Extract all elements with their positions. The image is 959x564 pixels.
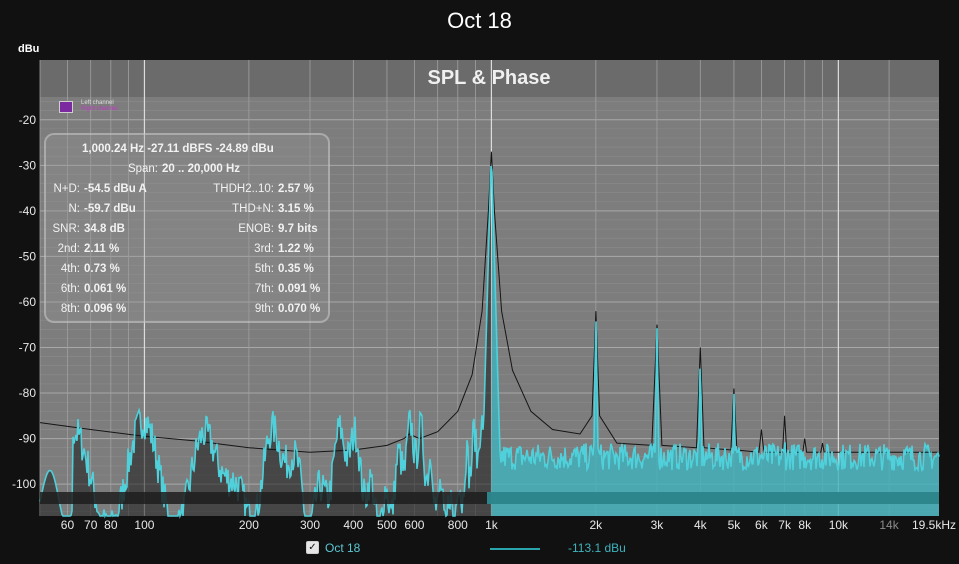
x-tick-label: 600 <box>404 518 424 532</box>
stat-label: THD+N: <box>232 203 274 215</box>
stat-value: 0.070 % <box>278 303 321 315</box>
noise-curve <box>39 151 939 453</box>
y-tick-label: -30 <box>19 158 37 172</box>
x-tick-label: 4k <box>694 518 708 532</box>
bottom-band-fill <box>487 492 939 504</box>
stat-value: 1.22 % <box>278 243 314 255</box>
y-tick-label: -80 <box>19 386 37 400</box>
stat-value: 0.091 % <box>278 283 321 295</box>
legend-checkbox[interactable]: ✓ <box>306 541 319 554</box>
stats-span-row: Span: 20 .. 20,000 Hz <box>46 163 328 179</box>
x-tick-label: 300 <box>300 518 320 532</box>
stats-row: 6th: 0.061 % 7th: 0.091 % <box>46 283 328 299</box>
channel-icon <box>59 101 73 113</box>
legend-series-name[interactable]: Oct 18 <box>325 541 361 555</box>
high-band-fill <box>491 172 939 516</box>
stat-label: 7th: <box>254 283 274 295</box>
stats-row: 4th: 0.73 % 5th: 0.35 % <box>46 263 328 279</box>
stats-row: N: -59.7 dBu THD+N: 3.15 % <box>46 203 328 219</box>
y-tick-label: -70 <box>19 340 37 354</box>
measurement-stats-box: 1,000.24 Hz -27.11 dBFS -24.89 dBu Span:… <box>44 133 330 323</box>
legend-cursor-value: -113.1 dBu <box>568 541 626 555</box>
span-label: Span: <box>127 163 158 175</box>
stat-label: 3rd: <box>254 243 274 255</box>
stat-label: ENOB: <box>238 223 274 235</box>
stat-label: 6th: <box>60 283 80 295</box>
x-tick-label: 7k <box>778 518 792 532</box>
low-band-fill <box>40 166 492 516</box>
chart-title: SPL & Phase <box>427 67 550 89</box>
stat-value: -54.5 dBu A <box>84 183 147 195</box>
x-tick-label: 6k <box>755 518 769 532</box>
x-tick-label: 19.5kHz <box>912 518 956 532</box>
y-tick-label: -90 <box>19 432 37 446</box>
stats-summary: 1,000.24 Hz -27.11 dBFS -24.89 dBu <box>82 143 274 155</box>
stat-label: 4th: <box>60 263 80 275</box>
spectrum-fill <box>40 166 939 516</box>
stat-value: 9.7 bits <box>278 223 318 235</box>
stats-row: 8th: 0.096 % 9th: 0.070 % <box>46 303 328 319</box>
stat-value: 34.8 dB <box>84 223 125 235</box>
stat-value: 3.15 % <box>278 203 314 215</box>
stats-row: N+D: -54.5 dBu A THDH2..10: 2.57 % <box>46 183 328 199</box>
stat-label: N: <box>68 203 81 215</box>
stat-value: 2.57 % <box>278 183 314 195</box>
x-tick-label: 80 <box>104 518 118 532</box>
x-tick-label: 8k <box>798 518 812 532</box>
x-tick-label: 800 <box>448 518 468 532</box>
spectrum-curve <box>39 165 940 519</box>
x-tick-label: 70 <box>84 518 98 532</box>
stat-label: 9th: <box>254 303 274 315</box>
span-value: 20 .. 20,000 Hz <box>162 163 240 175</box>
y-axis: -20 -30 -40 -50 -60 -70 -80 -90 -100 <box>12 113 36 491</box>
stats-row: 2nd: 2.11 % 3rd: 1.22 % <box>46 243 328 259</box>
legend-line-swatch <box>490 548 540 550</box>
x-tick-label: 60 <box>61 518 75 532</box>
stat-label: SNR: <box>52 223 80 235</box>
spectrum-chart: SPL & Phase -20 -30 -40 -50 -60 -70 -80 -90 -100… <box>12 60 956 532</box>
stat-value: 0.061 % <box>84 283 127 295</box>
stat-label: 8th: <box>60 303 80 315</box>
stat-value: -59.7 dBu <box>84 203 136 215</box>
stat-value: 2.11 % <box>84 243 120 255</box>
left-channel-label: Left channel <box>81 100 114 106</box>
legend-bar: ✓ Oct 18 -113.1 dBu <box>0 538 959 560</box>
stat-label: THDH2..10: <box>213 183 274 195</box>
y-tick-label: -20 <box>19 113 37 127</box>
right-channel-label: Right channel <box>81 106 118 112</box>
y-tick-label: -50 <box>19 249 37 263</box>
x-tick-label: 14k <box>879 518 899 532</box>
y-axis-unit: dBu <box>18 43 40 55</box>
x-tick-label: 2k <box>590 518 604 532</box>
x-tick-label: 400 <box>343 518 363 532</box>
stat-label: 5th: <box>254 263 274 275</box>
stat-label: 2nd: <box>57 243 80 255</box>
y-tick-label: -60 <box>19 295 37 309</box>
stat-label: N+D: <box>53 183 80 195</box>
stat-value: 0.096 % <box>84 303 127 315</box>
x-tick-label: 500 <box>377 518 397 532</box>
stat-value: 0.73 % <box>84 263 120 275</box>
x-tick-label: 3k <box>651 518 665 532</box>
x-tick-label: 5k <box>728 518 742 532</box>
stat-value: 0.35 % <box>278 263 314 275</box>
y-tick-label: -40 <box>19 204 37 218</box>
x-tick-label: 1k <box>485 518 499 532</box>
window-title: Oct 18 <box>447 8 512 33</box>
stats-summary-row: 1,000.24 Hz -27.11 dBFS -24.89 dBu <box>46 143 328 159</box>
x-axis: 60 70 80 100 200 300 400 500 600 800 1k 2k 3k 4k 5k 6k 7… <box>61 518 956 532</box>
y-tick-label: -100 <box>12 477 36 491</box>
x-tick-label: 10k <box>829 518 849 532</box>
stats-row: SNR: 34.8 dB ENOB: 9.7 bits <box>46 223 328 239</box>
x-tick-label: 100 <box>134 518 154 532</box>
x-tick-label: 200 <box>239 518 259 532</box>
